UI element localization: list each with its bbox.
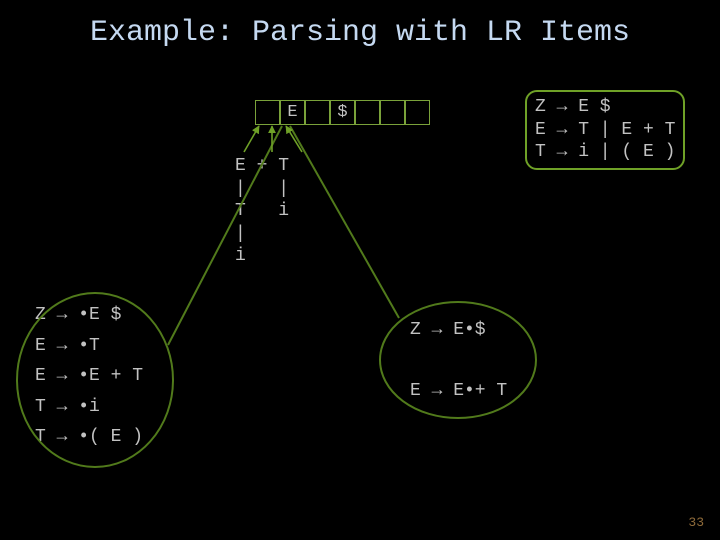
- grammar-box: Z → E $ E → T | E + T T → i | ( E ): [525, 90, 685, 170]
- reduce-arrow: [286, 126, 302, 152]
- page-title: Example: Parsing with LR Items: [0, 16, 720, 50]
- lr-items-right: Z → E•$ E → E•+ T: [410, 315, 507, 407]
- page-number: 33: [688, 515, 704, 530]
- slide: Example: Parsing with LR Items E$ Z → E …: [0, 0, 720, 540]
- lr-items-left: Z → •E $ E → •T E → •E + T T → •i T → •(…: [35, 300, 143, 453]
- input-tape: E$: [255, 100, 430, 125]
- parse-tree: E + T | | T i | i: [235, 155, 289, 268]
- tape-cell: [255, 100, 280, 125]
- tape-cell: [380, 100, 405, 125]
- diagram-overlay: [0, 0, 720, 540]
- tape-cell: E: [280, 100, 305, 125]
- tape-cell: $: [330, 100, 355, 125]
- reduce-arrow: [244, 126, 259, 152]
- tape-cell: [355, 100, 380, 125]
- tape-cell: [305, 100, 330, 125]
- pointer-line: [290, 126, 399, 318]
- tape-cell: [405, 100, 430, 125]
